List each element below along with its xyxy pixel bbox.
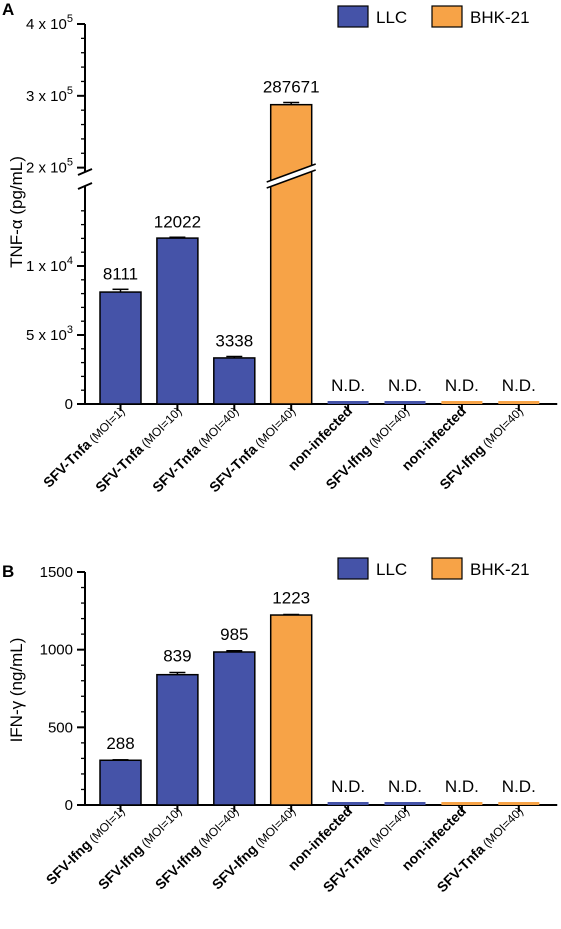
y-tick-exponent: 3 (67, 324, 73, 336)
legend-label: BHK-21 (470, 560, 530, 579)
category-sub: (MOI=40) (252, 804, 298, 850)
category-sub: (MOI=40) (366, 404, 412, 450)
y-tick-label: 500 (48, 719, 73, 736)
category-main: SFV-Ifng (152, 841, 203, 892)
bar (99, 759, 142, 806)
category-sub: (MOI=10) (139, 404, 185, 450)
bar (156, 673, 199, 806)
y-tick-exponent: 5 (67, 85, 73, 97)
legend-swatch (431, 5, 463, 28)
data-label: 287671 (263, 78, 320, 97)
data-label: N.D. (502, 777, 536, 796)
category-sub: (MOI=40) (195, 404, 241, 450)
bar (99, 291, 142, 405)
category-sub: (MOI=1) (86, 404, 127, 445)
category-sub: (MOI=40) (366, 804, 412, 850)
category-main: SFV-Tnfa (149, 441, 203, 495)
legend-swatch (337, 557, 369, 580)
y-tick-label: 1 x 104 (26, 255, 73, 275)
data-label: 12022 (154, 212, 201, 231)
panel-letter-b: B (2, 562, 14, 581)
data-label: 839 (163, 647, 191, 666)
y-tick-exponent: 5 (67, 13, 73, 25)
panel-letter-a: A (2, 0, 14, 19)
y-tick-label: 0 (65, 396, 73, 413)
data-label: N.D. (445, 376, 479, 395)
legend-b: LLC BHK-21 (337, 557, 530, 580)
category-main: SFV-Ifng (95, 841, 146, 892)
category-sub: (MOI=40) (480, 404, 526, 450)
category-main: SFV-Ifng (436, 441, 487, 492)
bar-break-line (266, 169, 316, 189)
y-tick-mantissa: 5 x 10 (26, 327, 67, 344)
bar (213, 357, 256, 405)
category-sub: (MOI=10) (139, 804, 185, 850)
category-sub: (MOI=40) (195, 804, 241, 850)
bar (441, 401, 483, 404)
data-label: 1223 (272, 589, 310, 608)
data-label: 288 (106, 734, 134, 753)
y-tick-label: 2 x 105 (26, 157, 73, 177)
data-label: N.D. (388, 376, 422, 395)
category-main: SFV-Tnfa (92, 441, 146, 495)
y-tick-mantissa: 1 x 10 (26, 258, 67, 275)
bar (441, 802, 483, 805)
data-label: 985 (220, 625, 248, 644)
data-label: N.D. (388, 777, 422, 796)
category-main: SFV-Tnfa (206, 441, 260, 495)
y-axis-break-mark-upper (77, 168, 93, 176)
data-label: N.D. (502, 376, 536, 395)
y-axis-label: TNF-α (pg/mL) (7, 156, 26, 268)
bar (498, 401, 540, 404)
category-main: SFV-Tnfa (320, 841, 374, 895)
y-tick-label: 3 x 105 (26, 85, 73, 105)
bar-break-line (266, 163, 316, 183)
bar (269, 103, 313, 405)
y-tick-label: 1000 (40, 642, 73, 659)
y-tick-exponent: 5 (67, 157, 73, 169)
bar (327, 802, 369, 805)
data-label: 8111 (103, 264, 138, 283)
y-tick-mantissa: 4 x 10 (26, 16, 67, 33)
legend-label: LLC (376, 560, 407, 579)
bar (498, 802, 540, 805)
y-tick-label: 1500 (40, 564, 73, 581)
bar (384, 401, 426, 404)
y-axis-label: IFN-γ (ng/mL) (7, 638, 26, 743)
bar (156, 237, 199, 405)
y-tick-label: 5 x 103 (26, 324, 73, 344)
category-main: SFV-Ifng (43, 836, 94, 887)
bar-break-gap (266, 164, 316, 188)
category-sub: (MOI=40) (252, 404, 298, 450)
y-tick-mantissa: 2 x 10 (26, 160, 67, 177)
bar (213, 651, 256, 806)
legend-swatch (431, 557, 463, 580)
category-sub: (MOI=40) (480, 804, 526, 850)
category-main: SFV-Tnfa (40, 436, 94, 490)
legend-swatch (337, 5, 369, 28)
y-tick-exponent: 4 (67, 255, 73, 267)
bar (269, 614, 313, 806)
category-main: SFV-Tnfa (434, 841, 488, 895)
data-label: N.D. (445, 777, 479, 796)
bar (384, 802, 426, 805)
data-label: N.D. (331, 777, 365, 796)
y-tick-mantissa: 3 x 10 (26, 88, 67, 105)
y-tick-mantissa: 0 (65, 396, 73, 413)
data-label: 3338 (215, 332, 253, 351)
y-tick-label: 0 (65, 797, 73, 814)
legend-label: BHK-21 (470, 8, 530, 27)
y-axis-break-mark-lower (77, 182, 93, 190)
category-sub: (MOI=1) (86, 804, 127, 845)
legend-a: LLC BHK-21 (337, 5, 530, 28)
category-main: SFV-Ifng (322, 441, 373, 492)
bar (327, 401, 369, 404)
data-label: N.D. (331, 376, 365, 395)
category-main: SFV-Ifng (209, 841, 260, 892)
y-tick-label: 4 x 105 (26, 13, 73, 33)
legend-label: LLC (376, 8, 407, 27)
